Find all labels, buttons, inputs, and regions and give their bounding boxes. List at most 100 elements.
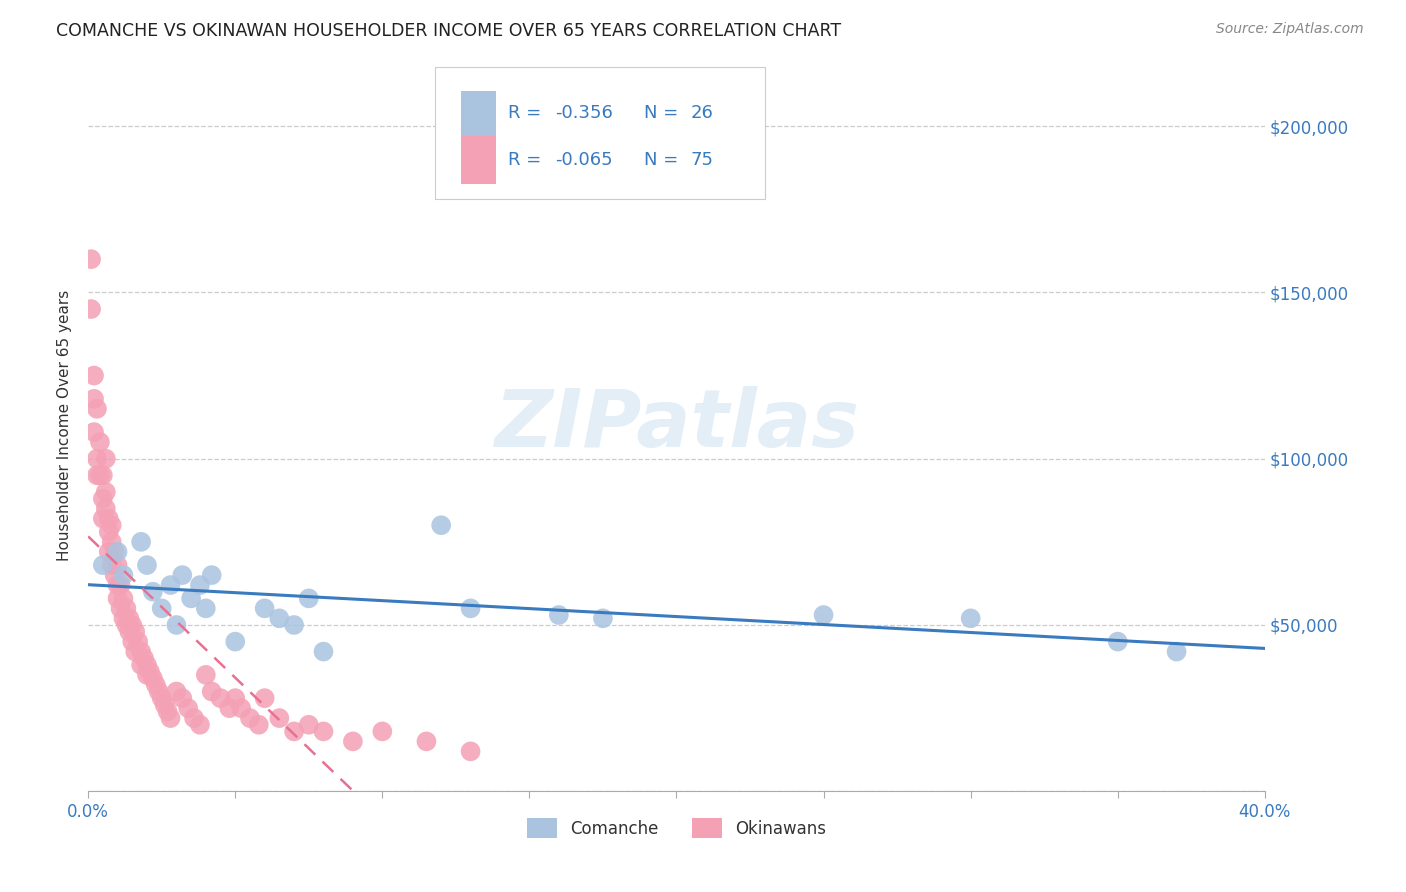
Point — [139, 665, 162, 679]
Legend: Comanche, Okinawans: Comanche, Okinawans — [520, 812, 832, 845]
Point — [83, 368, 105, 383]
Point — [239, 711, 262, 725]
Point — [180, 591, 202, 606]
Point — [188, 578, 211, 592]
Point — [148, 684, 170, 698]
Point — [371, 724, 394, 739]
Point — [132, 651, 155, 665]
Point — [86, 468, 108, 483]
Point — [1107, 634, 1129, 648]
Point — [247, 718, 270, 732]
Point — [342, 734, 364, 748]
Point — [94, 451, 117, 466]
Text: N =: N = — [644, 151, 683, 169]
Point — [97, 511, 120, 525]
Point — [94, 485, 117, 500]
Point — [89, 468, 111, 483]
Point — [224, 634, 246, 648]
Point — [183, 711, 205, 725]
Point — [547, 607, 569, 622]
Point — [172, 568, 194, 582]
Point — [283, 724, 305, 739]
FancyBboxPatch shape — [436, 67, 765, 199]
FancyBboxPatch shape — [461, 91, 496, 138]
Point — [112, 568, 135, 582]
Point — [91, 511, 114, 525]
Point — [136, 657, 159, 672]
Point — [97, 524, 120, 539]
Point — [100, 518, 122, 533]
Point — [89, 435, 111, 450]
Point — [91, 468, 114, 483]
Point — [592, 611, 614, 625]
Point — [124, 624, 146, 639]
Point — [959, 611, 981, 625]
Point — [91, 491, 114, 506]
Point — [229, 701, 252, 715]
Point — [121, 618, 143, 632]
Text: R =: R = — [508, 104, 547, 122]
FancyBboxPatch shape — [461, 136, 496, 184]
Point — [107, 578, 129, 592]
Point — [269, 611, 291, 625]
Point — [165, 684, 187, 698]
Point — [94, 501, 117, 516]
Point — [136, 668, 159, 682]
Point — [150, 601, 173, 615]
Text: COMANCHE VS OKINAWAN HOUSEHOLDER INCOME OVER 65 YEARS CORRELATION CHART: COMANCHE VS OKINAWAN HOUSEHOLDER INCOME … — [56, 22, 841, 40]
Point — [86, 401, 108, 416]
Point — [312, 644, 335, 658]
Point — [97, 545, 120, 559]
Point — [813, 607, 835, 622]
Point — [104, 568, 127, 582]
Point — [112, 591, 135, 606]
Point — [110, 601, 132, 615]
Text: R =: R = — [508, 151, 547, 169]
Point — [430, 518, 453, 533]
Text: 75: 75 — [690, 151, 714, 169]
Point — [145, 678, 167, 692]
Point — [80, 252, 103, 267]
Text: -0.356: -0.356 — [555, 104, 613, 122]
Point — [269, 711, 291, 725]
Point — [224, 691, 246, 706]
Point — [460, 601, 482, 615]
Point — [107, 545, 129, 559]
Point — [194, 668, 217, 682]
Text: -0.065: -0.065 — [555, 151, 613, 169]
Point — [118, 611, 141, 625]
Point — [188, 718, 211, 732]
Point — [136, 558, 159, 573]
Point — [201, 684, 224, 698]
Point — [121, 634, 143, 648]
Point — [107, 591, 129, 606]
Point — [129, 644, 152, 658]
Y-axis label: Householder Income Over 65 years: Householder Income Over 65 years — [58, 290, 72, 561]
Point — [1166, 644, 1188, 658]
Point — [194, 601, 217, 615]
Point — [107, 558, 129, 573]
Point — [91, 558, 114, 573]
Point — [115, 618, 138, 632]
Point — [312, 724, 335, 739]
Point — [153, 698, 176, 712]
Text: 26: 26 — [690, 104, 713, 122]
Point — [298, 718, 321, 732]
Text: ZIPatlas: ZIPatlas — [494, 386, 859, 465]
Point — [129, 657, 152, 672]
Point — [209, 691, 232, 706]
Point — [110, 578, 132, 592]
Point — [253, 691, 276, 706]
Point — [124, 644, 146, 658]
Point — [142, 671, 165, 685]
Point — [159, 578, 181, 592]
Text: N =: N = — [644, 104, 683, 122]
Point — [100, 558, 122, 573]
Point — [415, 734, 437, 748]
Point — [159, 711, 181, 725]
Point — [156, 705, 179, 719]
Text: Source: ZipAtlas.com: Source: ZipAtlas.com — [1216, 22, 1364, 37]
Point — [177, 701, 200, 715]
Point — [80, 301, 103, 316]
Point — [172, 691, 194, 706]
